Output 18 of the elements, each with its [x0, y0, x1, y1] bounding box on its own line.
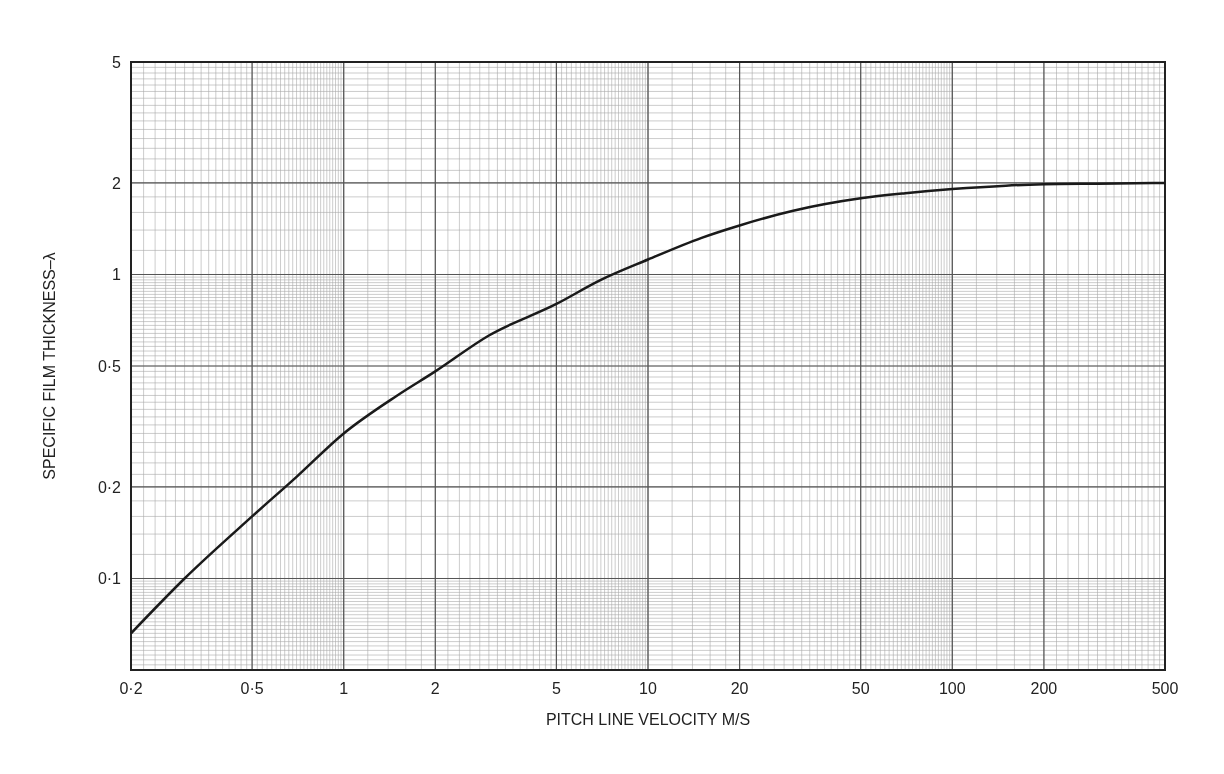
x-tick-label: 200 [1030, 680, 1058, 697]
x-tick-label: 100 [938, 680, 966, 697]
x-axis-title: PITCH LINE VELOCITY M/S [545, 711, 751, 728]
x-tick-label: 2 [430, 680, 440, 697]
x-tick-label: 5 [551, 680, 561, 697]
x-tick-label: 500 [1151, 680, 1179, 697]
y-tick-label: 0·2 [97, 478, 122, 496]
x-tick-label: 10 [639, 680, 657, 697]
y-tick-label: 2 [112, 174, 122, 192]
x-tick-label: 0·5 [240, 680, 264, 697]
y-tick-label: 0·1 [97, 570, 122, 588]
x-tick-label: 50 [851, 680, 870, 697]
y-tick-label: 5 [112, 53, 122, 71]
y-tick-label: 1 [112, 266, 122, 284]
y-tick-label: 0·5 [97, 357, 122, 375]
y-axis-title: SPECIFIC FILM THICKNESS–λ [41, 252, 58, 480]
x-tick-label: 1 [339, 680, 349, 697]
x-tick-label: 20 [730, 680, 749, 697]
